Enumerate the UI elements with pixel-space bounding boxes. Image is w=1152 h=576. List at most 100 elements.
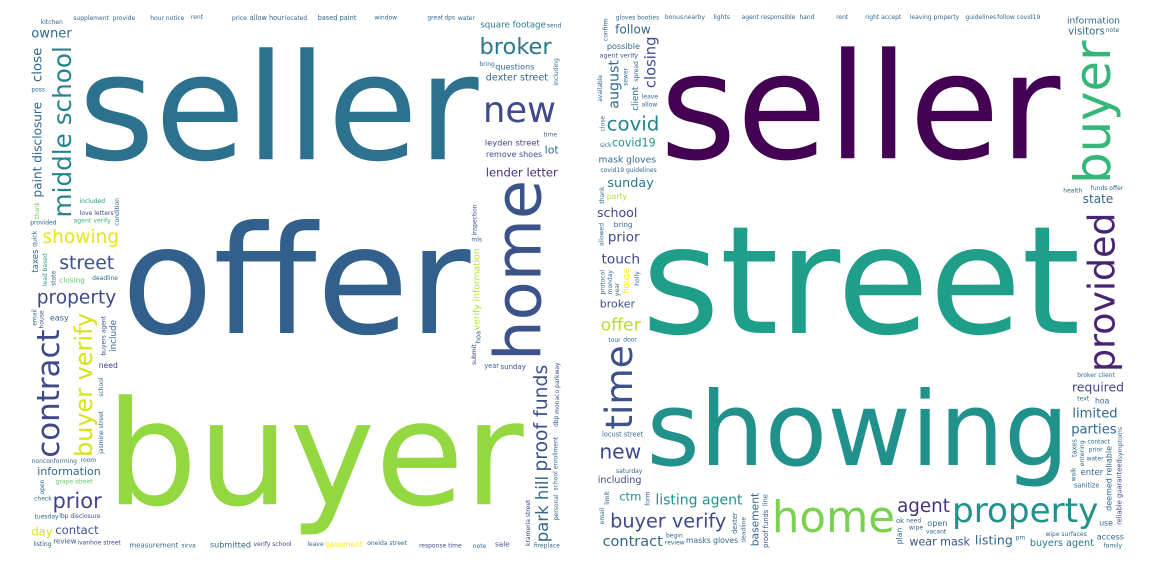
word: verify school <box>253 541 291 548</box>
word: closing <box>59 275 85 284</box>
word: parties <box>1071 423 1117 438</box>
word: hand <box>799 14 814 21</box>
word: buyers agent <box>101 315 108 355</box>
word: kitchen <box>41 19 63 26</box>
word: price <box>232 15 247 22</box>
word: contact <box>55 523 99 537</box>
word: house <box>622 268 632 294</box>
word: bring <box>614 220 633 229</box>
word: remove shoes <box>486 150 542 159</box>
word: walk <box>1070 467 1077 481</box>
word: vacant <box>926 528 947 535</box>
word: room <box>81 457 97 464</box>
word: jasmine street <box>98 410 105 455</box>
word: holly <box>634 271 641 286</box>
word: fireplace <box>534 542 560 549</box>
word: send <box>547 22 562 29</box>
word: supplement <box>73 15 109 22</box>
word: paint disclosure <box>31 102 45 198</box>
word: lead based <box>42 253 49 286</box>
word: submitted <box>210 539 251 549</box>
word: wear mask <box>909 536 970 549</box>
word: agent responsible <box>742 14 796 21</box>
word: contract <box>31 329 67 457</box>
word: leave <box>642 94 659 101</box>
word: access <box>1097 532 1124 542</box>
word: new <box>599 440 641 464</box>
word: deadline <box>741 517 748 543</box>
word: school enrollment <box>553 436 560 490</box>
word: spread <box>633 61 640 82</box>
word: love letters <box>80 210 114 217</box>
word: mask gloves <box>599 155 657 166</box>
word: tour <box>608 337 621 344</box>
word: note <box>1106 27 1120 34</box>
word: include <box>109 320 119 352</box>
word: possible <box>607 41 640 51</box>
word: review <box>665 539 685 546</box>
word: email <box>599 507 606 524</box>
word: state <box>1083 192 1114 206</box>
word: dbp <box>553 415 560 427</box>
word: close <box>599 116 606 132</box>
word: sick <box>600 142 612 149</box>
word: taxes <box>31 249 41 273</box>
wordcloud-right: street seller showing buyer home property list… <box>595 12 1127 552</box>
word: provide <box>113 15 136 22</box>
word: enter <box>1081 468 1104 478</box>
word: masks gloves <box>686 536 738 545</box>
word: taxes <box>1071 439 1079 457</box>
word: dps <box>444 14 455 21</box>
word: line <box>762 494 770 506</box>
word: response time <box>419 542 462 549</box>
word: monday <box>607 270 614 295</box>
word: information <box>37 465 101 478</box>
word: showing <box>42 227 119 248</box>
word: open <box>927 518 947 528</box>
word: new <box>483 90 556 131</box>
word: deadline <box>92 275 118 282</box>
word: time <box>544 132 558 139</box>
word: august <box>607 60 623 109</box>
word: covid <box>607 113 660 136</box>
word: need <box>99 361 118 370</box>
word: condition <box>114 198 121 226</box>
word: rent <box>836 14 849 21</box>
word: broker <box>480 34 553 60</box>
word: email <box>31 309 38 326</box>
word: window <box>374 15 397 22</box>
word: party <box>607 192 628 201</box>
word: dexter <box>731 512 739 534</box>
word: street <box>642 195 1081 369</box>
word: nonconforming <box>32 458 78 465</box>
word: year <box>614 282 621 296</box>
word: open <box>39 479 46 494</box>
word: sewer <box>623 67 630 85</box>
word: use <box>1099 519 1113 528</box>
word: property <box>952 491 1098 531</box>
word: limit <box>604 491 611 505</box>
word: provided <box>1081 213 1124 372</box>
word: prior <box>52 489 102 513</box>
word: house <box>38 310 45 328</box>
word: basement <box>748 493 761 546</box>
word: ivanhoe street <box>77 540 121 547</box>
word: leave <box>307 541 324 548</box>
word: water <box>1086 455 1104 462</box>
word: grape street <box>56 479 94 486</box>
word: lender letter <box>486 166 558 180</box>
word: close <box>31 48 46 83</box>
word: state <box>51 270 58 286</box>
word: plan <box>895 528 904 545</box>
word: showing <box>647 371 1070 490</box>
word: visitors <box>1068 27 1105 38</box>
word: gloves booties <box>616 14 659 21</box>
word: broker <box>600 297 636 310</box>
word: form <box>645 492 652 506</box>
word: saturday <box>616 468 643 475</box>
word: home <box>772 493 895 543</box>
word: listing <box>975 532 1013 547</box>
word: text <box>1077 396 1089 403</box>
word: covid19 <box>612 137 656 150</box>
